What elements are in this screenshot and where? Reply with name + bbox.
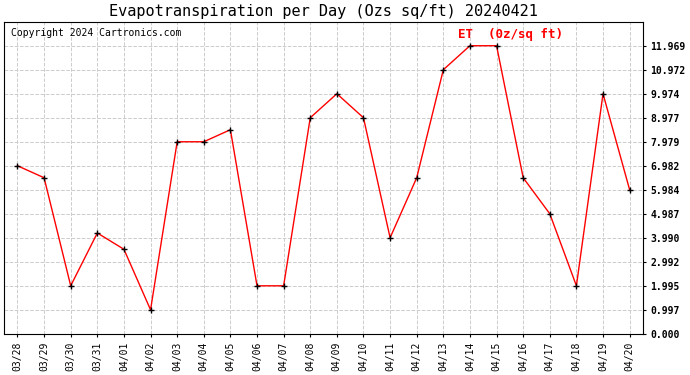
Text: Copyright 2024 Cartronics.com: Copyright 2024 Cartronics.com xyxy=(10,28,181,38)
Title: Evapotranspiration per Day (Ozs sq/ft) 20240421: Evapotranspiration per Day (Ozs sq/ft) 2… xyxy=(109,4,538,19)
Text: ET  (0z/sq ft): ET (0z/sq ft) xyxy=(457,28,563,41)
